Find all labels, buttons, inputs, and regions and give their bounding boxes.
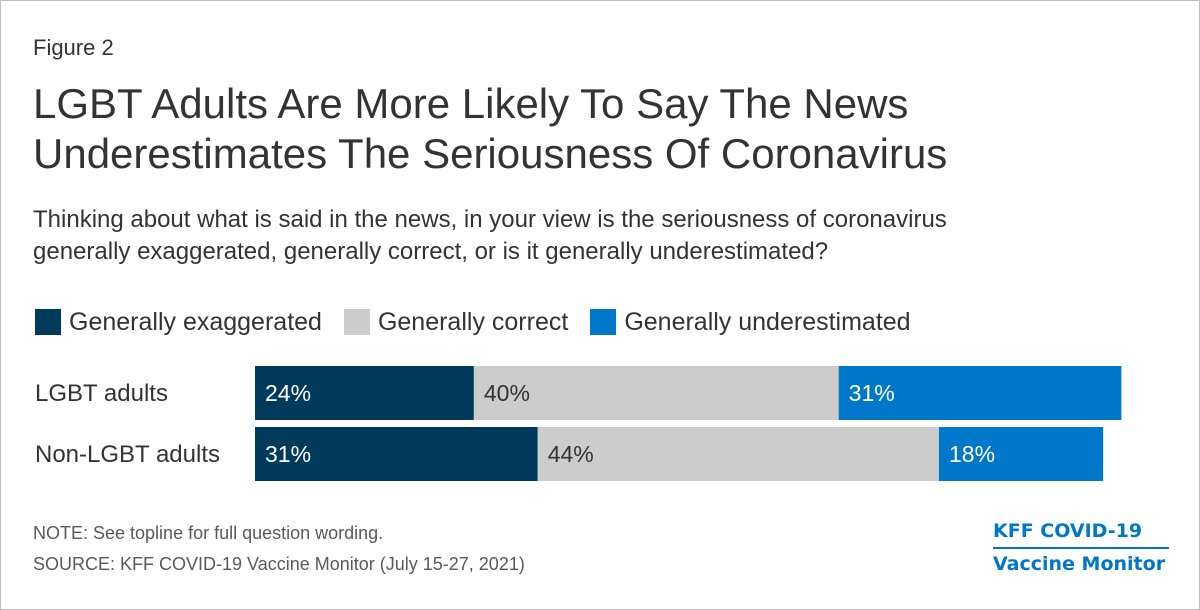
- chart-subtitle-line-1: Thinking about what is said in the news,…: [33, 206, 947, 233]
- data-label-non-lgbt-adults-correct: 44%: [548, 441, 594, 467]
- legend-label-underestimated: Generally underestimated: [624, 307, 911, 336]
- logo-line-2: Vaccine Monitor: [993, 553, 1166, 575]
- legend-item-correct: Generally correct: [343, 307, 569, 337]
- bar-non-lgbt-adults-correct: [537, 427, 939, 481]
- chart-subtitle-line-2: generally exaggerated, generally correct…: [33, 238, 829, 265]
- chart-legend: Generally exaggerated Generally correct …: [35, 306, 933, 338]
- data-label-lgbt-adults-exaggerated: 24%: [265, 380, 311, 406]
- legend-item-exaggerated: Generally exaggerated: [35, 308, 322, 337]
- chart-source: SOURCE: KFF COVID-19 Vaccine Monitor (Ju…: [33, 554, 525, 574]
- bar-lgbt-adults-underestimated: [838, 366, 1122, 420]
- category-label-lgbt-adults: LGBT adults: [35, 380, 168, 407]
- legend-swatch-exaggerated: [35, 309, 61, 335]
- chart-note: NOTE: See topline for full question word…: [33, 523, 384, 543]
- figure-label: Figure 2: [33, 35, 114, 60]
- legend-item-underestimated: Generally underestimated: [590, 307, 911, 337]
- data-label-lgbt-adults-underestimated: 31%: [849, 380, 895, 406]
- legend-label-exaggerated: Generally exaggerated: [69, 307, 322, 336]
- data-label-non-lgbt-adults-underestimated: 18%: [949, 441, 995, 467]
- legend-label-correct: Generally correct: [377, 307, 569, 336]
- legend-swatch-underestimated: [590, 309, 617, 335]
- bar-lgbt-adults-exaggerated: [255, 366, 474, 420]
- legend-swatch-correct: [343, 309, 370, 335]
- bar-non-lgbt-adults-exaggerated: [255, 427, 538, 481]
- kff-logo: KFF COVID-19 Vaccine Monitor: [993, 519, 1169, 576]
- data-label-lgbt-adults-correct: 40%: [484, 380, 530, 406]
- category-label-non-lgbt-adults: Non-LGBT adults: [35, 441, 220, 468]
- logo-line-1: KFF COVID-19: [993, 519, 1169, 549]
- data-label-non-lgbt-adults-exaggerated: 31%: [265, 441, 311, 467]
- chart-subtitle: Thinking about what is said in the news,…: [33, 204, 1183, 268]
- chart-title: LGBT Adults Are More Likely To Say The N…: [33, 79, 1173, 179]
- chart-title-line-2: Underestimates The Seriousness Of Corona…: [33, 130, 948, 177]
- stacked-bar-chart: LGBT adults 24% 40% 31% Non-LGBT adults 31% 44…: [35, 366, 1122, 481]
- bar-lgbt-adults-correct: [473, 366, 839, 420]
- bar-non-lgbt-adults-underestimated: [939, 427, 1104, 481]
- chart-title-line-1: LGBT Adults Are More Likely To Say The N…: [33, 80, 909, 127]
